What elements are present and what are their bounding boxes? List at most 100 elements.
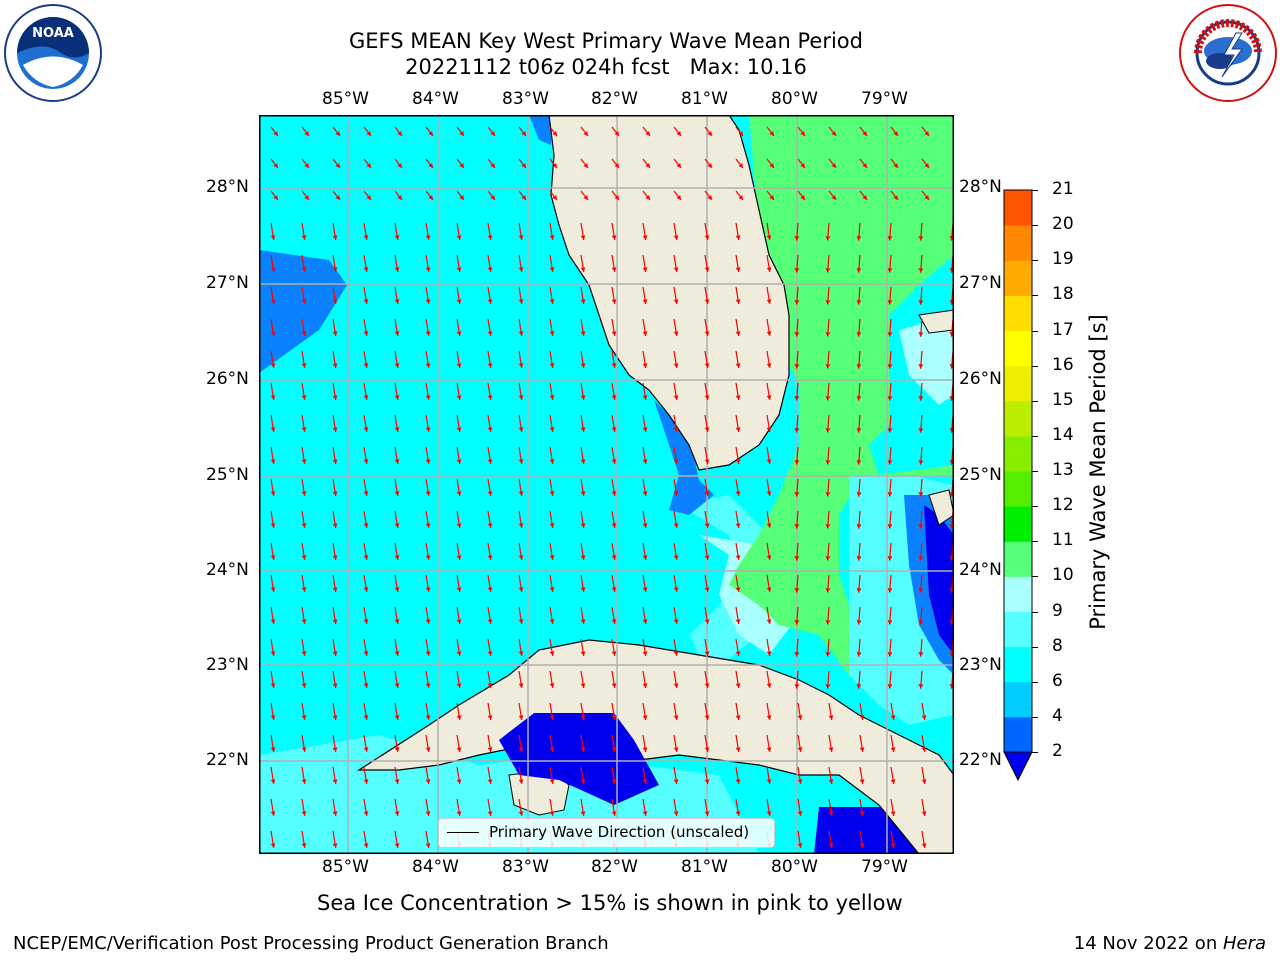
colorbar-tick-mark xyxy=(1032,435,1038,437)
wave-arrow-head xyxy=(549,299,555,304)
colorbar-tick-mark xyxy=(1032,400,1038,402)
wave-arrow-head xyxy=(769,131,775,136)
wave-arrow-head xyxy=(735,651,741,656)
wave-arrow-head xyxy=(363,619,369,624)
colorbar-tick-label: 21 xyxy=(1052,179,1074,199)
wave-arrow-head xyxy=(890,779,896,784)
wave-arrow-head xyxy=(735,747,741,752)
lat-label-left-28: 28°N xyxy=(206,177,249,197)
wave-arrow-head xyxy=(645,131,651,136)
wave-arrow-head xyxy=(270,331,276,336)
wave-arrow-head xyxy=(856,364,862,369)
footer-date: 14 Nov 2022 on xyxy=(1073,933,1223,954)
wave-arrow-head xyxy=(394,715,400,720)
wave-arrow-head xyxy=(425,459,431,464)
wave-arrow-head xyxy=(580,715,586,720)
wave-arrow-head xyxy=(425,683,431,688)
wave-arrow-head xyxy=(735,779,741,784)
wave-arrow-head xyxy=(918,460,924,465)
wave-arrow-head xyxy=(676,131,682,136)
wave-arrow-head xyxy=(366,195,372,200)
wave-arrow-head xyxy=(611,331,617,336)
wave-arrow-head xyxy=(580,459,586,464)
wave-arrow-head xyxy=(397,131,403,136)
wave-arrow-head xyxy=(332,267,338,272)
wave-arrow-head xyxy=(425,491,431,496)
wave-arrow-head xyxy=(611,555,617,560)
wave-arrow-head xyxy=(766,459,772,464)
wave-arrow-head xyxy=(642,651,648,656)
lon-label-top-82: 82°W xyxy=(591,89,638,109)
wave-arrow-head xyxy=(332,491,338,496)
wave-arrow-head xyxy=(856,652,862,657)
wave-arrow-head xyxy=(490,131,496,136)
wave-arrow-head xyxy=(794,556,800,561)
colorbar-segment xyxy=(1004,716,1032,753)
wave-arrow-head xyxy=(270,651,276,656)
wave-arrow-head xyxy=(918,684,924,689)
colorbar-tick-mark xyxy=(1032,471,1038,472)
wave-arrow-head xyxy=(363,843,369,848)
wave-arrow-head xyxy=(735,587,741,592)
wave-arrow-head xyxy=(893,163,899,168)
wave-arrow-head xyxy=(918,236,924,241)
wave-arrow-head xyxy=(794,620,800,625)
wave-arrow-head xyxy=(704,299,710,304)
lat-label-right-28: 28°N xyxy=(959,177,1002,197)
wave-arrow-head xyxy=(301,747,307,752)
wave-arrow-head xyxy=(301,491,307,496)
wave-arrow-head xyxy=(738,195,744,200)
wave-arrow-head xyxy=(707,195,713,200)
wave-arrow-head xyxy=(270,395,276,400)
wave-arrow-head xyxy=(794,332,800,337)
wave-arrow-head xyxy=(487,683,493,688)
wave-arrow-head xyxy=(301,331,307,336)
wave-arrow-head xyxy=(425,363,431,368)
wave-arrow-head xyxy=(735,427,741,432)
wave-arrow-head xyxy=(270,235,276,240)
wave-arrow-head xyxy=(270,459,276,464)
wave-arrow-head xyxy=(549,619,555,624)
wave-arrow-head xyxy=(549,779,555,784)
wave-arrow-head xyxy=(518,363,524,368)
wave-arrow-head xyxy=(363,363,369,368)
wave-arrow-head xyxy=(642,427,648,432)
wave-arrow-head xyxy=(456,555,462,560)
wave-arrow-head xyxy=(921,779,927,784)
wave-arrow-head xyxy=(828,779,834,784)
wave-arrow-head xyxy=(518,427,524,432)
wave-arrow-head xyxy=(797,811,803,816)
wave-arrow-head xyxy=(735,619,741,624)
land-florida xyxy=(548,115,790,471)
wave-arrow-head xyxy=(394,299,400,304)
wave-arrow-head xyxy=(704,555,710,560)
wave-arrow-head xyxy=(642,491,648,496)
wave-arrow-head xyxy=(518,715,524,720)
colorbar-tick-mark xyxy=(1032,295,1038,297)
wave-arrow-head xyxy=(518,619,524,624)
wave-arrow-head xyxy=(890,843,896,848)
wave-arrow-head xyxy=(456,523,462,528)
wave-arrow-head xyxy=(394,555,400,560)
wave-arrow-head xyxy=(487,587,493,592)
colorbar-tick-label: 8 xyxy=(1052,635,1063,656)
wave-arrow-head xyxy=(394,843,400,848)
wave-arrow-head xyxy=(611,523,617,528)
wave-arrow-head xyxy=(766,779,772,784)
wave-arrow-head xyxy=(518,523,524,528)
wave-arrow-head xyxy=(394,619,400,624)
wave-arrow-head xyxy=(456,299,462,304)
colorbar-tick-label: 20 xyxy=(1052,214,1074,235)
wave-arrow-head xyxy=(924,163,930,168)
colorbar-tick-mark xyxy=(1032,646,1038,648)
wave-arrow-head xyxy=(704,331,710,336)
lat-label-right-25: 25°N xyxy=(959,465,1002,485)
wave-arrow-head xyxy=(794,524,800,529)
wave-arrow-head xyxy=(363,299,369,304)
wave-arrow-head xyxy=(580,299,586,304)
lat-label-left-22: 22°N xyxy=(206,750,249,770)
wave-arrow-head xyxy=(425,587,431,592)
wave-arrow-head xyxy=(797,843,803,848)
wave-arrow-head xyxy=(552,195,558,200)
wave-arrow-head xyxy=(549,395,555,400)
